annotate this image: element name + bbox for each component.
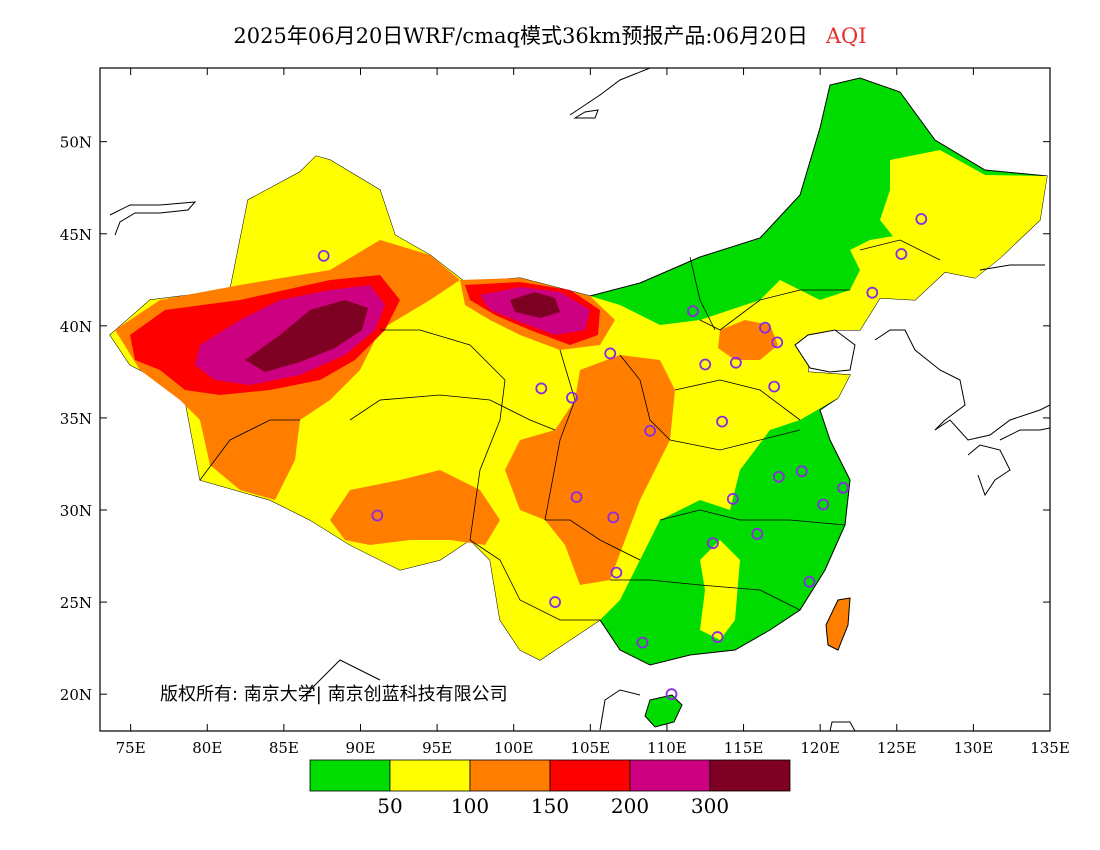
station-marker (687, 305, 699, 318)
station-marker (751, 528, 764, 540)
station-marker (768, 380, 781, 393)
lon-label: 90E (345, 739, 375, 757)
station-marker (636, 636, 649, 649)
station-marker (535, 382, 548, 395)
lon-label: 125E (877, 739, 917, 757)
province-boundaries (199, 239, 941, 621)
aqi-zone-hazardous-west (245, 300, 368, 372)
lat-label: 45N (60, 226, 92, 244)
station-marker (772, 470, 785, 483)
legend-threshold-label: 150 (531, 794, 569, 818)
aqi-zone-unhealthy-sensitive-tibet (330, 470, 500, 545)
station-marker (317, 249, 330, 262)
station-marker (726, 493, 739, 505)
legend-threshold-label: 100 (451, 794, 489, 818)
station-marker (566, 391, 578, 404)
lon-label: 85E (269, 739, 299, 757)
lon-label: 100E (494, 739, 534, 757)
legend-threshold-label: 200 (611, 794, 649, 818)
legend-swatch (469, 759, 551, 792)
map-content (109, 68, 1050, 731)
lon-label: 130E (954, 739, 994, 757)
station-marker (837, 481, 850, 494)
map-title: 2025年06月20日WRF/cmaq模式36km预报产品:06月20日 AQI (0, 20, 1100, 50)
station-marker (759, 321, 771, 334)
product-label: AQI (825, 24, 867, 48)
lon-label: 105E (571, 739, 611, 757)
station-marker (707, 537, 719, 550)
station-marker (549, 596, 561, 608)
station-marker (915, 213, 928, 225)
title-text: 2025年06月20日WRF/cmaq模式36km预报产品:06月20日 (233, 24, 808, 48)
aqi-legend: 50 100 150 200 300 (309, 759, 791, 818)
station-marker (604, 347, 617, 360)
station-marker (610, 566, 623, 579)
lon-label: 135E (1030, 739, 1070, 757)
station-marker (771, 336, 784, 349)
station-marker (665, 688, 678, 701)
legend-threshold-label: 300 (691, 794, 729, 818)
bohai-sea (794, 329, 856, 373)
station-marker (729, 356, 742, 369)
legend-swatch (549, 759, 631, 792)
legend-swatch (389, 759, 471, 792)
station-marker (817, 498, 830, 511)
city-stations (317, 213, 928, 701)
station-marker (644, 424, 656, 437)
station-marker (803, 575, 816, 588)
lon-label: 120E (800, 739, 840, 757)
legend-threshold-label: 50 (377, 794, 402, 818)
station-marker (371, 509, 384, 522)
copyright-text: 版权所有: 南京大学| 南京创蓝科技有限公司 (160, 684, 508, 705)
latitude-axis: 50N 45N 40N 35N 30N 25N 20N (60, 134, 1050, 704)
aqi-zone-moderate-ne (880, 150, 1047, 278)
legend-swatch (629, 759, 711, 792)
station-marker (607, 511, 620, 524)
lat-label: 20N (60, 686, 92, 704)
station-marker (570, 491, 583, 504)
lat-label: 40N (60, 318, 92, 336)
longitude-axis: 75E 80E 85E 90E 95E 100E 105E 110E 115E 120E 125E 1… (116, 68, 1070, 757)
hainan-island (644, 694, 683, 728)
lat-label: 25N (60, 594, 92, 612)
map-frame (99, 67, 1051, 732)
lat-label: 30N (60, 502, 92, 520)
station-marker (716, 415, 728, 428)
lon-label: 75E (116, 739, 146, 757)
station-marker (711, 631, 724, 643)
aqi-zone-hazardous-north (510, 292, 560, 318)
aqi-zone-moderate-south (700, 540, 740, 640)
legend-swatch (309, 759, 391, 792)
aqi-zone-unhealthy-sensitive-central (505, 355, 675, 585)
coastlines (109, 68, 1050, 731)
station-marker (895, 248, 908, 260)
lon-label: 110E (647, 739, 687, 757)
lon-label: 115E (724, 739, 764, 757)
station-marker (866, 286, 879, 299)
station-marker (699, 358, 712, 371)
lon-label: 95E (422, 739, 452, 757)
lon-label: 80E (192, 739, 222, 757)
lat-label: 35N (60, 410, 92, 428)
legend-swatch (709, 759, 791, 792)
aqi-zone-unhealthy-sensitive-jingjin (718, 320, 778, 360)
taiwan-island (825, 597, 851, 651)
lat-label: 50N (60, 134, 92, 152)
station-marker (795, 465, 808, 478)
